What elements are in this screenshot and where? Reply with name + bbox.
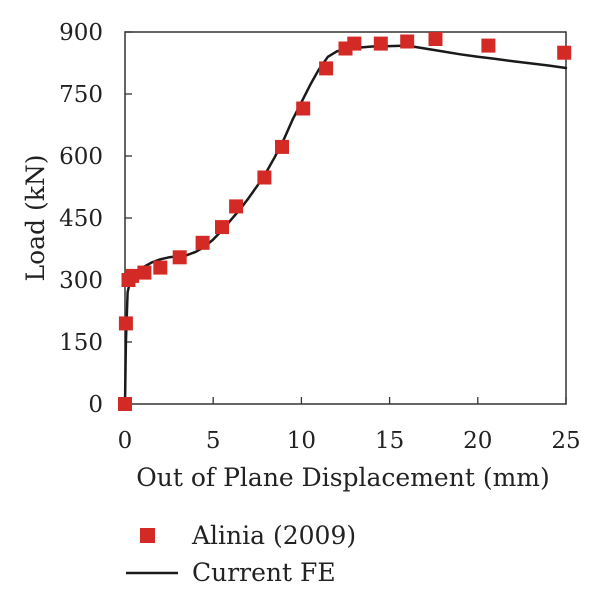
alinia-data-point	[172, 250, 187, 265]
alinia-data-point	[118, 397, 132, 411]
y-tick-label: 0	[88, 392, 103, 418]
plot-frame	[124, 31, 567, 405]
legend: Alinia (2009) Current FE	[126, 521, 356, 587]
x-axis-label: Out of Plane Displacement (mm)	[136, 463, 550, 492]
axis-ticks: 0 5 10 15 20 25 0 150 300 450 600 750 900	[59, 20, 581, 454]
alinia-data-point	[137, 265, 152, 280]
y-tick-label: 900	[59, 20, 103, 46]
current-fe-layer	[123, 44, 568, 406]
x-tick-label: 15	[375, 428, 404, 454]
alinia-data-point	[557, 45, 572, 60]
legend-marker-alinia	[140, 528, 155, 543]
y-tick-label: 300	[59, 268, 103, 294]
alinia-data-point	[125, 268, 140, 283]
y-tick-label: 150	[59, 330, 103, 356]
y-tick-label: 450	[59, 206, 103, 232]
alinia-data-point	[229, 199, 244, 214]
alinia-data-point	[296, 101, 311, 116]
y-tick-label: 600	[59, 144, 103, 170]
alinia-data-point	[481, 38, 496, 53]
alinia-data-point	[400, 34, 415, 49]
alinia-data-point	[347, 36, 362, 51]
alinia-data-point	[257, 170, 272, 185]
legend-label-alinia: Alinia (2009)	[191, 521, 356, 550]
x-tick-label: 20	[463, 428, 492, 454]
current-fe-line	[123, 44, 568, 406]
alinia-data-point	[373, 36, 388, 51]
x-tick-label: 25	[551, 428, 580, 454]
y-tick-label: 750	[59, 82, 103, 108]
x-tick-label: 0	[118, 428, 133, 454]
alinia-data-point	[153, 260, 168, 275]
alinia-data-point	[195, 235, 210, 250]
alinia-data-point	[118, 316, 133, 331]
x-tick-label: 10	[287, 428, 316, 454]
alinia-data-point	[319, 61, 334, 76]
legend-label-current-fe: Current FE	[192, 558, 336, 587]
alinia-data-point	[428, 32, 443, 46]
alinia-data-point	[275, 139, 289, 154]
x-tick-label: 5	[206, 428, 221, 454]
alinia-data-point	[215, 220, 229, 235]
y-axis-label: Load (kN)	[21, 154, 50, 281]
alinia-marker-layer	[118, 32, 572, 411]
